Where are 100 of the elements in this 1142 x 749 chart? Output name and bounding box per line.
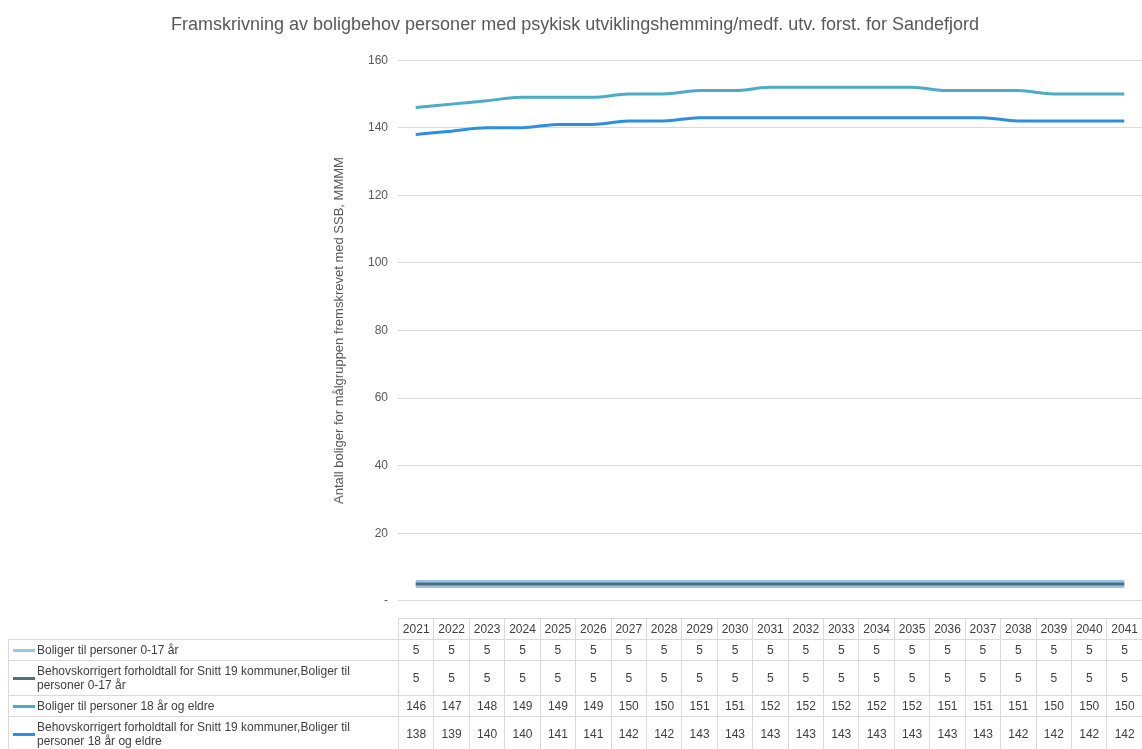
x-tick-label: 2021 [398, 618, 434, 640]
y-tick-label: 40 [374, 457, 389, 472]
x-tick-label: 2025 [540, 618, 576, 640]
x-tick-label: 2031 [752, 618, 789, 640]
data-label: 5 [611, 639, 647, 661]
data-label: 5 [965, 639, 1001, 661]
data-label: 5 [681, 639, 718, 661]
data-label: 5 [398, 660, 434, 696]
y-tick-label: 100 [367, 255, 389, 270]
data-label: 152 [894, 695, 930, 717]
data-label: 146 [398, 695, 434, 717]
data-label: 149 [575, 695, 612, 717]
data-label: 5 [1000, 660, 1037, 696]
x-tick-label: 2033 [823, 618, 859, 640]
data-label: 150 [646, 695, 682, 717]
data-label: 143 [858, 716, 895, 749]
x-tick-label: 2022 [433, 618, 470, 640]
data-label: 143 [965, 716, 1001, 749]
data-label: 5 [929, 660, 966, 696]
data-label: 5 [1071, 639, 1107, 661]
data-label: 151 [965, 695, 1001, 717]
data-label: 5 [894, 639, 930, 661]
data-label: 140 [504, 716, 541, 749]
y-tick-label: 140 [367, 120, 389, 135]
x-tick-label: 2030 [717, 618, 753, 640]
x-tick-label: 2037 [965, 618, 1001, 640]
data-label: 5 [1071, 660, 1107, 696]
data-label: 143 [823, 716, 859, 749]
legend-label: Boliger til personer 18 år og eldre [37, 699, 215, 713]
data-label: 5 [752, 639, 789, 661]
y-axis-title: Antall boliger for målgruppen fremskrevet med SSB, MMMM [331, 157, 347, 504]
x-tick-label: 2027 [611, 618, 647, 640]
data-label: 5 [1036, 639, 1072, 661]
chart-title: Framskrivning av boligbehov personer med psykisk utviklingshemming/medf. utv. forst. for Sandefjord [170, 13, 980, 36]
data-label: 5 [823, 639, 859, 661]
data-label: 5 [894, 660, 930, 696]
data-label: 143 [681, 716, 718, 749]
y-tick-label: 60 [374, 390, 389, 405]
data-label: 150 [1106, 695, 1142, 717]
data-label: 143 [929, 716, 966, 749]
data-label: 5 [433, 660, 470, 696]
data-label: 152 [752, 695, 789, 717]
data-label: 5 [929, 639, 966, 661]
data-label: 151 [681, 695, 718, 717]
data-label: 5 [469, 639, 505, 661]
data-label: 139 [433, 716, 470, 749]
y-tick-label: 80 [374, 322, 389, 337]
data-label: 5 [504, 639, 541, 661]
data-label: 151 [929, 695, 966, 717]
data-label: 5 [646, 660, 682, 696]
data-label: 150 [611, 695, 647, 717]
legend-label: Behovskorrigert forholdtall for Snitt 19 kommuner,Boliger til personer 18 år og eldre [37, 720, 351, 748]
data-label: 141 [540, 716, 576, 749]
data-label: 5 [823, 660, 859, 696]
data-label: 150 [1036, 695, 1072, 717]
y-tick-label: - [384, 593, 388, 608]
data-label: 5 [858, 639, 895, 661]
data-label: 142 [611, 716, 647, 749]
legend-label: Behovskorrigert forholdtall for Snitt 19 kommuner,Boliger til personer 0-17 år [37, 664, 351, 692]
data-label: 152 [823, 695, 859, 717]
x-tick-label: 2036 [929, 618, 966, 640]
x-tick-label: 2039 [1036, 618, 1072, 640]
x-tick-label: 2029 [681, 618, 718, 640]
data-label: 5 [540, 660, 576, 696]
data-label: 5 [540, 639, 576, 661]
data-label: 5 [788, 639, 824, 661]
data-label: 152 [858, 695, 895, 717]
data-label: 5 [646, 639, 682, 661]
x-tick-label: 2034 [858, 618, 895, 640]
x-tick-label: 2040 [1071, 618, 1107, 640]
data-label: 5 [398, 639, 434, 661]
data-label: 143 [752, 716, 789, 749]
x-tick-label: 2038 [1000, 618, 1037, 640]
data-label: 142 [1036, 716, 1072, 749]
data-label: 142 [1000, 716, 1037, 749]
data-label: 138 [398, 716, 434, 749]
data-label: 5 [858, 660, 895, 696]
data-label: 142 [646, 716, 682, 749]
data-label: 151 [1000, 695, 1037, 717]
data-label: 5 [1106, 639, 1142, 661]
x-tick-label: 2026 [575, 618, 612, 640]
x-tick-label: 2024 [504, 618, 541, 640]
x-tick-label: 2032 [788, 618, 824, 640]
data-label: 141 [575, 716, 612, 749]
data-label: 148 [469, 695, 505, 717]
data-label: 5 [717, 660, 753, 696]
data-label: 5 [433, 639, 470, 661]
y-tick-label: 120 [367, 187, 389, 202]
data-label: 5 [788, 660, 824, 696]
data-label: 140 [469, 716, 505, 749]
data-label: 5 [1036, 660, 1072, 696]
y-tick-label: 20 [374, 525, 389, 540]
data-label: 5 [1106, 660, 1142, 696]
x-tick-label: 2028 [646, 618, 682, 640]
data-label: 5 [469, 660, 505, 696]
data-label: 149 [504, 695, 541, 717]
data-label: 147 [433, 695, 470, 717]
data-label: 142 [1071, 716, 1107, 749]
data-label: 5 [965, 660, 1001, 696]
y-tick-label: 160 [367, 52, 389, 67]
